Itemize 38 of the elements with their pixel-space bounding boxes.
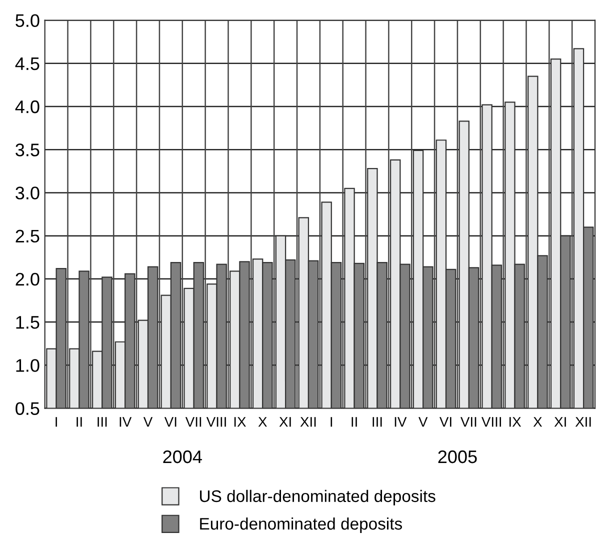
x-tick-label: I	[56, 417, 57, 427]
x-tick-label: V	[143, 417, 153, 427]
x-tick-label: I	[330, 417, 332, 427]
x-tick-label: IX	[234, 417, 246, 427]
y-tick-label: 4.0	[15, 100, 40, 114]
y-tick-label: 0.5	[16, 402, 40, 415]
text: 2004	[163, 450, 202, 464]
x-tick-label: XII	[575, 417, 591, 427]
x-tick-label: XI	[279, 417, 291, 427]
x-tick-label: VIII	[206, 417, 226, 427]
legend-label: US dollar-denominated deposits	[200, 490, 436, 506]
x-tick-label: II	[352, 417, 357, 427]
x-tick-label: IX	[510, 417, 522, 427]
y-tick-label: 1.0	[16, 359, 40, 372]
y-tick-label: 3.0	[16, 186, 40, 200]
x-tick-label: IV	[120, 417, 132, 427]
x-tick-label: VII	[185, 417, 202, 427]
x-tick-label: XI	[554, 417, 566, 427]
y-tick-label: 5.0	[16, 14, 40, 27]
x-tick-label: X	[258, 417, 267, 427]
y-tick-label: 2.0	[16, 272, 40, 286]
x-tick-label: III	[98, 417, 107, 427]
x-tick-label: VIII	[481, 417, 501, 427]
legend-label: Euro-denominated deposits	[200, 517, 402, 533]
x-tick-label: XII	[300, 417, 316, 427]
x-tick-label: V	[418, 417, 428, 427]
x-tick-label: VI	[164, 417, 176, 427]
x-tick-label: VII	[460, 417, 476, 427]
x-tick-label: III	[372, 417, 382, 427]
y-tick-label: 4.5	[15, 58, 40, 70]
x-tick-label: IV	[394, 417, 407, 427]
y-tick-label: 1.5	[16, 316, 40, 329]
x-tick-label: X	[533, 417, 542, 427]
y-tick-label: 2.5	[16, 230, 40, 243]
text: 2005	[438, 450, 477, 464]
x-tick-label: II	[76, 417, 82, 427]
y-tick-label: 3.5	[16, 144, 40, 156]
x-tick-label: VI	[440, 417, 452, 427]
